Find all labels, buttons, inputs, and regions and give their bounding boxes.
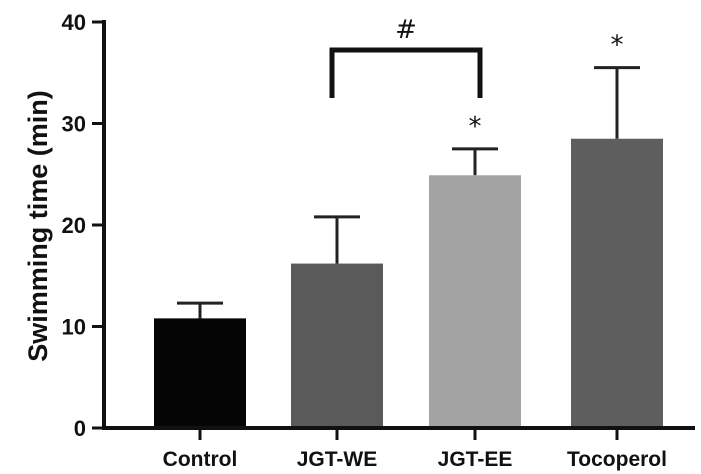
x-tick-label-0: Control <box>163 448 238 471</box>
y-tick-label-0: 0 <box>74 416 86 441</box>
x-tick-label-1: JGT-WE <box>297 448 378 471</box>
comparison-bracket <box>329 47 483 98</box>
y-tick-label-20: 20 <box>62 213 86 238</box>
y-tick-label-30: 30 <box>62 112 86 137</box>
y-axis-title: Swimming time (min) <box>23 90 53 362</box>
bar-jgt-we <box>291 263 383 428</box>
y-tick-label-40: 40 <box>62 10 86 35</box>
significance-star-2: * <box>469 112 482 142</box>
x-tick-label-3: Tocoperol <box>567 448 667 471</box>
bar-jgt-ee <box>429 175 521 428</box>
x-tick-label-2: JGT-EE <box>438 448 513 471</box>
comparison-symbol: # <box>395 15 417 45</box>
plot-area: Control JGT-WE JGT-EE * Tocoperol * 0 10 20 30 40 # <box>62 10 695 471</box>
significance-star-3: * <box>611 31 624 61</box>
y-tick-label-10: 10 <box>62 315 86 340</box>
bar-tocoperol <box>571 138 663 428</box>
bar-control <box>154 318 246 428</box>
